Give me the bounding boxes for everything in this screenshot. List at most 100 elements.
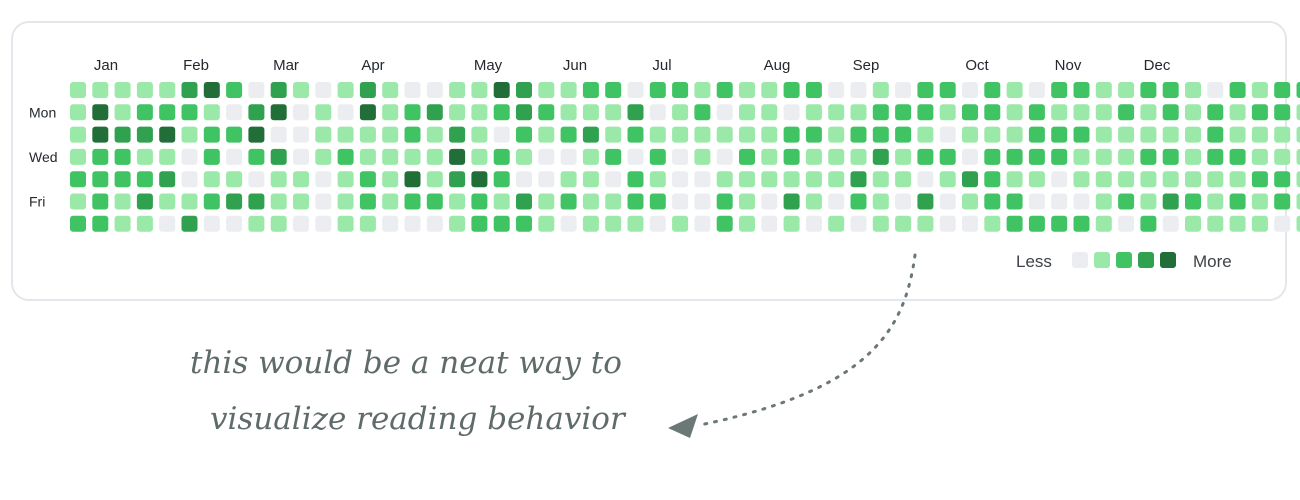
- heatmap-cell: [560, 193, 577, 210]
- heatmap-cell: [939, 215, 956, 232]
- month-label: Jun: [563, 57, 587, 74]
- heatmap-cell: [694, 215, 711, 232]
- heatmap-cell: [538, 148, 555, 165]
- heatmap-cell: [293, 148, 309, 165]
- heatmap-cell: [203, 104, 220, 121]
- heatmap-cell: [984, 126, 1001, 143]
- heatmap-cell: [92, 215, 109, 232]
- heatmap-cell: [92, 82, 109, 98]
- heatmap-cell: [1051, 215, 1068, 232]
- heatmap-cell: [1274, 171, 1291, 188]
- heatmap-cell: [1296, 193, 1300, 210]
- heatmap-cell: [716, 104, 733, 121]
- heatmap-cell: [761, 82, 778, 98]
- heatmap-cell: [493, 215, 510, 232]
- heatmap-cell: [159, 148, 176, 165]
- legend-swatch: [1116, 252, 1132, 268]
- heatmap-cell: [493, 126, 510, 143]
- heatmap-cell: [649, 104, 666, 121]
- heatmap-cell: [1028, 148, 1045, 165]
- heatmap-cell: [1251, 126, 1268, 143]
- heatmap-cell: [426, 215, 443, 232]
- heatmap-cell: [582, 82, 599, 98]
- heatmap-cell: [1051, 171, 1068, 188]
- heatmap-cell: [516, 171, 532, 188]
- heatmap-cell: [538, 215, 555, 232]
- heatmap-cell: [1051, 126, 1068, 143]
- heatmap-cell: [382, 215, 399, 232]
- heatmap-cell: [828, 104, 845, 121]
- heatmap-cell: [92, 171, 109, 188]
- heatmap-cell: [449, 171, 466, 188]
- heatmap-cell: [136, 126, 153, 143]
- heatmap-cell: [114, 82, 131, 98]
- heatmap-cell: [471, 82, 488, 98]
- heatmap-cell: [605, 82, 622, 98]
- heatmap-cell: [917, 193, 934, 210]
- heatmap-cell: [1095, 215, 1112, 232]
- heatmap-cell: [694, 171, 711, 188]
- heatmap-cell: [1006, 193, 1023, 210]
- heatmap-cell: [627, 171, 644, 188]
- heatmap-cell: [382, 148, 399, 165]
- heatmap-cell: [136, 148, 153, 165]
- heatmap-cell: [1162, 104, 1179, 121]
- heatmap-cell: [1162, 171, 1179, 188]
- heatmap-cell: [1274, 104, 1291, 121]
- heatmap-cell: [315, 148, 332, 165]
- heatmap-cell: [739, 126, 755, 143]
- heatmap-cell: [939, 104, 956, 121]
- heatmap-cell: [605, 126, 622, 143]
- heatmap-cell: [337, 82, 354, 98]
- heatmap-cell: [159, 193, 176, 210]
- heatmap-cell: [850, 215, 867, 232]
- heatmap-cell: [1006, 82, 1023, 98]
- heatmap-cell: [181, 82, 198, 98]
- heatmap-cell: [359, 193, 376, 210]
- heatmap-cell: [1051, 82, 1068, 98]
- heatmap-cell: [962, 193, 978, 210]
- heatmap-cell: [1296, 104, 1300, 121]
- heatmap-cell: [627, 104, 644, 121]
- heatmap-cell: [649, 148, 666, 165]
- heatmap-cell: [805, 126, 822, 143]
- legend-swatch: [1094, 252, 1110, 268]
- heatmap-cell: [1229, 104, 1246, 121]
- heatmap-cell: [627, 193, 644, 210]
- heatmap-cell: [226, 126, 243, 143]
- heatmap-cell: [672, 126, 689, 143]
- heatmap-cell: [337, 193, 354, 210]
- heatmap-cell: [293, 82, 309, 98]
- heatmap-cell: [70, 215, 86, 232]
- heatmap-cell: [1051, 193, 1068, 210]
- heatmap-cell: [493, 171, 510, 188]
- heatmap-cell: [1296, 82, 1300, 98]
- month-label: Feb: [183, 57, 209, 74]
- heatmap-cell: [1251, 193, 1268, 210]
- heatmap-cell: [761, 104, 778, 121]
- heatmap-cell: [92, 126, 109, 143]
- month-label: Apr: [361, 57, 384, 74]
- heatmap-cell: [895, 104, 912, 121]
- heatmap-cell: [248, 193, 265, 210]
- heatmap-cell: [560, 215, 577, 232]
- heatmap-cell: [203, 148, 220, 165]
- heatmap-cell: [538, 171, 555, 188]
- heatmap-cell: [1274, 126, 1291, 143]
- heatmap-cell: [1185, 82, 1201, 98]
- heatmap-cell: [1296, 148, 1300, 165]
- heatmap-cell: [270, 82, 287, 98]
- heatmap-cell: [1296, 215, 1300, 232]
- heatmap-cell: [516, 104, 532, 121]
- heatmap-cell: [293, 215, 309, 232]
- heatmap-cell: [672, 171, 689, 188]
- heatmap-cell: [739, 171, 755, 188]
- month-label: May: [474, 57, 503, 74]
- heatmap-cell: [1118, 126, 1135, 143]
- heatmap-cell: [426, 82, 443, 98]
- heatmap-cell: [493, 104, 510, 121]
- heatmap-cell: [382, 126, 399, 143]
- heatmap-cell: [1073, 148, 1090, 165]
- heatmap-cell: [582, 104, 599, 121]
